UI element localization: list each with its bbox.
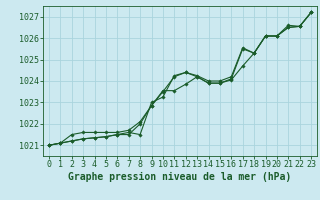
X-axis label: Graphe pression niveau de la mer (hPa): Graphe pression niveau de la mer (hPa)	[68, 172, 292, 182]
